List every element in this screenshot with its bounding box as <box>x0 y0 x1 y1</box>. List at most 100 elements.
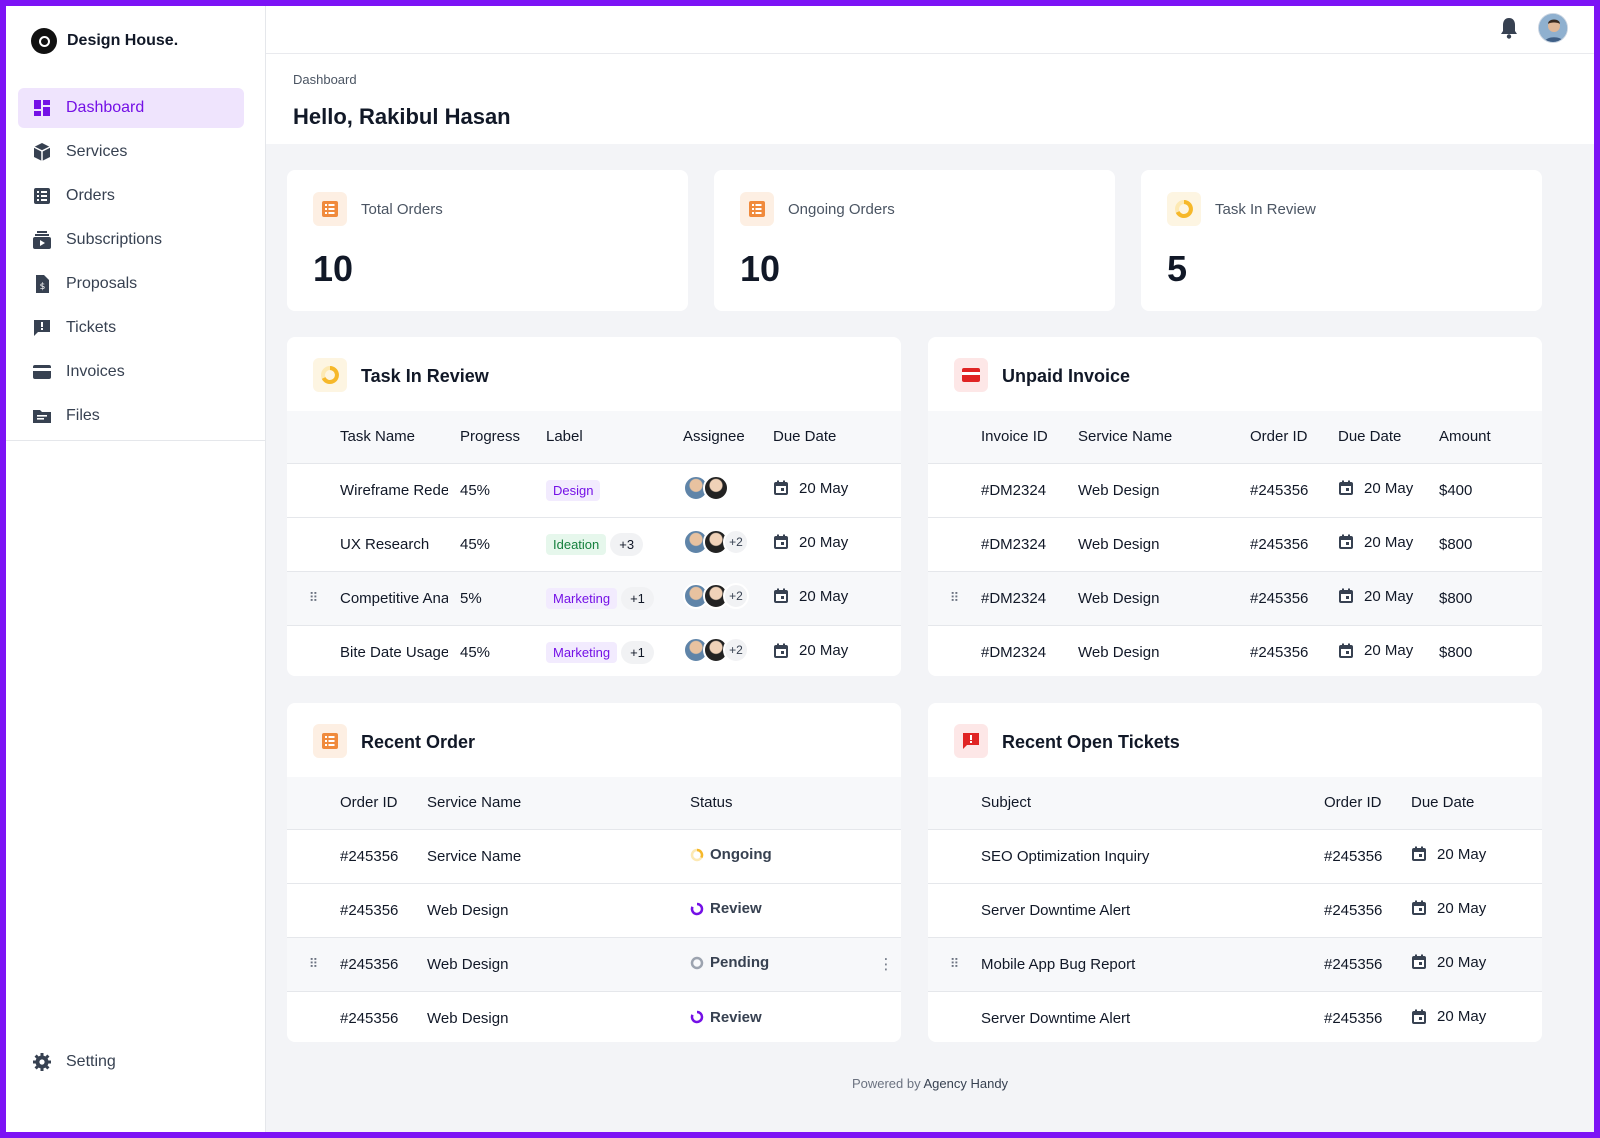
label-cell: Marketing +1 <box>546 571 683 626</box>
due-date: 20 May <box>1364 642 1414 659</box>
due-cell: 20 May <box>773 625 901 676</box>
column-header[interactable]: Service Name <box>1078 411 1250 464</box>
order-id: #245356 <box>1324 883 1411 938</box>
due-cell: 20 May <box>773 571 901 626</box>
due-cell: 20 May <box>1338 517 1439 572</box>
status-text: Ongoing <box>710 846 772 864</box>
label-tag[interactable]: Ideation <box>546 533 607 555</box>
table-row[interactable]: #DM2324 Web Design #245356 20 May $800 <box>928 517 1542 572</box>
recent-order-panel: Recent Order Order ID Service Name Statu… <box>287 703 901 1042</box>
more-assignees-badge[interactable]: +2 <box>723 529 749 555</box>
invoice-id: #DM2324 <box>981 517 1078 572</box>
due-date: 20 May <box>1364 479 1414 497</box>
table-row[interactable]: #245356 Web Design Review <box>287 883 901 938</box>
sidebar-item-dashboard[interactable]: Dashboard <box>18 88 244 128</box>
more-labels-badge[interactable]: +1 <box>621 640 654 664</box>
drag-handle-icon[interactable]: ⠿ <box>928 937 981 992</box>
label-tag[interactable]: Design <box>546 479 601 501</box>
status-text: Review <box>710 900 762 918</box>
table-row[interactable]: SEO Optimization Inquiry #245356 20 May <box>928 829 1542 884</box>
table-row[interactable]: #245356 Service Name Ongoing <box>287 829 901 884</box>
column-header[interactable]: Task Name <box>340 411 460 464</box>
breadcrumb[interactable]: Dashboard <box>293 72 357 87</box>
table-row[interactable]: #DM2324 Web Design #245356 20 May $800 <box>928 625 1542 676</box>
calendar-icon <box>774 480 788 496</box>
column-header[interactable]: Due Date <box>773 411 901 464</box>
ticket-subject: SEO Optimization Inquiry <box>981 829 1324 884</box>
sidebar-item-orders[interactable]: Orders <box>18 176 244 216</box>
column-header[interactable]: Status <box>690 777 871 830</box>
column-header[interactable]: Order ID <box>1250 411 1338 464</box>
table-row[interactable]: ⠿ #DM2324 Web Design #245356 20 May $800 <box>928 571 1542 626</box>
column-header[interactable]: Progress <box>460 411 546 464</box>
drag-handle-icon[interactable]: ⠿ <box>287 937 340 992</box>
brand[interactable]: Design House. <box>31 28 178 54</box>
sidebar-item-setting[interactable]: Setting <box>18 1042 244 1082</box>
more-assignees-badge[interactable]: +2 <box>723 637 749 664</box>
sidebar-item-label: Setting <box>66 1053 116 1070</box>
sidebar-item-proposals[interactable]: $ Proposals <box>18 264 244 304</box>
column-header[interactable]: Label <box>546 411 683 464</box>
order-id: #245356 <box>340 1009 399 1027</box>
stat-value: 5 <box>1167 248 1188 289</box>
table-row[interactable]: Wireframe Redesign 45% Design 20 May <box>287 463 901 518</box>
panel-header: Task In Review <box>287 337 901 411</box>
svg-text:$: $ <box>40 282 46 292</box>
due-date: 20 May <box>799 533 849 551</box>
invoice-id: #DM2324 <box>981 571 1078 626</box>
actions-cell <box>871 883 901 938</box>
dashboard-icon <box>34 100 50 116</box>
column-header[interactable]: Amount <box>1439 411 1542 464</box>
sidebar-item-tickets[interactable]: Tickets <box>18 308 244 348</box>
drag-cell <box>928 829 981 884</box>
more-labels-badge[interactable]: +1 <box>621 586 654 610</box>
panel-title: Unpaid Invoice <box>1002 366 1131 386</box>
due-cell: 20 May <box>773 463 901 518</box>
column-header[interactable]: Order ID <box>340 777 427 830</box>
proposal-icon: $ <box>36 275 49 293</box>
topbar <box>266 6 1594 54</box>
due-cell: 20 May <box>1338 571 1439 626</box>
table-row[interactable]: Server Downtime Alert #245356 20 May <box>928 883 1542 938</box>
sidebar-item-label: Invoices <box>66 363 125 380</box>
label-tag[interactable]: Marketing <box>546 641 618 663</box>
more-labels-badge[interactable]: +3 <box>610 532 644 556</box>
bell-icon[interactable] <box>1498 16 1520 40</box>
drag-handle-icon[interactable]: ⠿ <box>287 571 340 626</box>
table-row[interactable]: ⠿ Mobile App Bug Report #245356 20 May <box>928 937 1542 992</box>
due-date: 20 May <box>1437 845 1487 863</box>
column-header[interactable]: Due Date <box>1338 411 1439 464</box>
table-row[interactable]: UX Research 45% Ideation +3 +2 20 May <box>287 517 901 572</box>
task-name-cell: Competitive Analysis <box>340 571 460 626</box>
sidebar-item-services[interactable]: Services <box>18 132 244 172</box>
label-cell: Ideation +3 <box>546 517 683 572</box>
drag-column-header <box>287 411 340 464</box>
drag-handle-icon[interactable]: ⠿ <box>928 571 981 626</box>
column-header[interactable]: Subject <box>981 777 1324 830</box>
label-tag[interactable]: Marketing <box>546 587 618 609</box>
more-vertical-icon[interactable]: ⋮ <box>871 937 901 992</box>
table-row[interactable]: ⠿ #245356 Web Design Pending ⋮ <box>287 937 901 992</box>
assignee-avatar[interactable] <box>703 475 729 501</box>
due-date: 20 May <box>1437 899 1487 917</box>
table-row[interactable]: #245356 Web Design Review <box>287 991 901 1042</box>
task-in-review-panel: Task In Review Task Name Progress Label … <box>287 337 901 676</box>
due-cell: 20 May <box>1338 625 1439 676</box>
calendar-icon <box>1412 900 1426 916</box>
sidebar-item-files[interactable]: Files <box>18 396 244 436</box>
footer-brand-link[interactable]: Agency Handy <box>923 1076 1009 1091</box>
column-header[interactable]: Assignee <box>683 411 773 464</box>
brand-logo-icon <box>31 28 57 54</box>
sidebar-item-invoices[interactable]: Invoices <box>18 352 244 392</box>
table-row[interactable]: Server Downtime Alert #245356 20 May <box>928 991 1542 1042</box>
table-row[interactable]: Bite Date Usage 45% Marketing +1 +2 20 Ma… <box>287 625 901 676</box>
column-header[interactable]: Service Name <box>427 777 690 830</box>
column-header[interactable]: Due Date <box>1411 777 1542 830</box>
table-row[interactable]: #DM2324 Web Design #245356 20 May $400 <box>928 463 1542 518</box>
sidebar-item-subscriptions[interactable]: Subscriptions <box>18 220 244 260</box>
table-row[interactable]: ⠿ Competitive Analysis 5% Marketing+1 +2… <box>287 571 901 626</box>
column-header[interactable]: Order ID <box>1324 777 1411 830</box>
user-avatar[interactable] <box>1538 13 1568 43</box>
more-assignees-badge[interactable]: +2 <box>723 583 749 609</box>
column-header[interactable]: Invoice ID <box>981 411 1078 464</box>
